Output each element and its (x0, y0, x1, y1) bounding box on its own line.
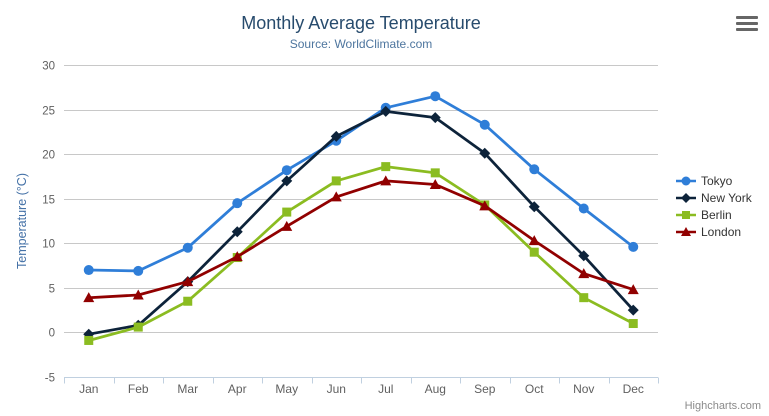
chart-legend: Tokyo New York Berlin London (676, 172, 768, 240)
legend-marker-shape (682, 210, 690, 219)
x-axis-label: Sep (474, 382, 496, 396)
series-line-berlin (87, 165, 635, 342)
legend-marker-square-icon (676, 210, 696, 219)
legend-marker-circle-icon (676, 176, 696, 185)
chart-subtitle: Source: WorldClimate.com (289, 37, 433, 51)
x-axis-label: Feb (128, 382, 149, 396)
data-point-new-york[interactable] (627, 304, 639, 316)
data-point-berlin[interactable] (529, 247, 539, 257)
data-point-tokyo[interactable] (529, 164, 540, 175)
credits-link[interactable]: Highcharts.com (684, 400, 761, 412)
y-axis-label: 20 (42, 150, 55, 162)
data-point-london[interactable] (281, 220, 293, 231)
legend-label: London (701, 224, 742, 239)
data-point-new-york[interactable] (231, 226, 243, 238)
data-point-tokyo[interactable] (578, 203, 589, 214)
x-axis-label: Apr (228, 382, 247, 396)
x-axis-label: Jul (378, 382, 393, 396)
data-point-london[interactable] (132, 289, 144, 300)
series-line-new-york (87, 110, 635, 336)
legend-label: New York (701, 190, 752, 205)
data-point-tokyo[interactable] (83, 265, 94, 276)
data-point-new-york[interactable] (281, 175, 293, 187)
y-axis-label: 30 (42, 61, 55, 73)
legend-item-london[interactable]: London (676, 223, 768, 240)
y-axis-label: 25 (42, 106, 55, 118)
legend-marker-triangle-icon (676, 226, 696, 236)
x-axis-label: Dec (623, 382, 644, 396)
legend-label: Berlin (701, 207, 732, 222)
y-axis-label: 10 (42, 239, 55, 251)
data-point-london[interactable] (231, 251, 243, 262)
y-axis-title: Temperature (°C) (15, 173, 29, 269)
data-point-berlin[interactable] (381, 162, 391, 172)
legend-marker-diamond-icon (676, 192, 696, 203)
y-axis-label: -5 (45, 373, 55, 385)
x-axis-label: Jan (79, 382, 98, 396)
data-point-london[interactable] (479, 200, 491, 211)
chart-title: Monthly Average Temperature (241, 13, 481, 33)
data-point-berlin[interactable] (84, 335, 94, 345)
chart-export-menu-button[interactable] (735, 15, 759, 32)
data-point-berlin[interactable] (183, 296, 193, 306)
data-point-london[interactable] (83, 292, 95, 303)
legend-marker-shape (681, 192, 691, 203)
legend-item-berlin[interactable]: Berlin (676, 206, 768, 223)
data-point-new-york[interactable] (528, 201, 540, 213)
x-axis-label: Oct (525, 382, 544, 396)
x-axis-label: Nov (573, 382, 594, 396)
data-point-london[interactable] (578, 268, 590, 279)
data-point-london[interactable] (528, 235, 540, 246)
data-point-tokyo[interactable] (133, 265, 144, 276)
y-axis-label: 15 (42, 195, 55, 207)
data-point-berlin[interactable] (282, 207, 292, 217)
data-point-new-york[interactable] (380, 105, 392, 117)
x-axis-label: Aug (425, 382, 446, 396)
legend-marker-shape (681, 226, 691, 236)
legend-item-new-york[interactable]: New York (676, 189, 768, 206)
data-point-tokyo[interactable] (281, 165, 292, 176)
hamburger-menu-icon (735, 16, 759, 31)
data-point-new-york[interactable] (479, 147, 491, 159)
data-point-berlin[interactable] (430, 168, 440, 178)
data-point-berlin[interactable] (331, 176, 341, 186)
x-axis-label: Jun (327, 382, 346, 396)
data-point-tokyo[interactable] (182, 242, 193, 253)
data-point-new-york[interactable] (429, 112, 441, 124)
data-point-berlin[interactable] (628, 319, 638, 329)
y-axis-label: 5 (49, 284, 55, 296)
x-axis-label: May (275, 382, 298, 396)
data-point-berlin[interactable] (133, 322, 143, 332)
data-point-tokyo[interactable] (628, 241, 639, 252)
data-point-new-york[interactable] (578, 250, 590, 262)
data-point-london[interactable] (429, 178, 441, 189)
data-point-new-york[interactable] (330, 130, 342, 142)
data-point-london[interactable] (330, 191, 342, 202)
y-axis-label: 0 (49, 328, 55, 340)
data-point-tokyo[interactable] (430, 91, 441, 102)
data-point-london[interactable] (380, 175, 392, 186)
data-point-tokyo[interactable] (479, 119, 490, 130)
legend-label: Tokyo (701, 173, 733, 188)
series-line-london (87, 179, 635, 300)
data-point-london[interactable] (627, 284, 639, 295)
legend-marker-shape (681, 176, 691, 185)
data-point-tokyo[interactable] (232, 198, 243, 209)
data-point-berlin[interactable] (579, 293, 589, 303)
data-point-london[interactable] (182, 276, 194, 287)
x-axis-label: Mar (177, 382, 198, 396)
legend-item-tokyo[interactable]: Tokyo (676, 172, 768, 189)
